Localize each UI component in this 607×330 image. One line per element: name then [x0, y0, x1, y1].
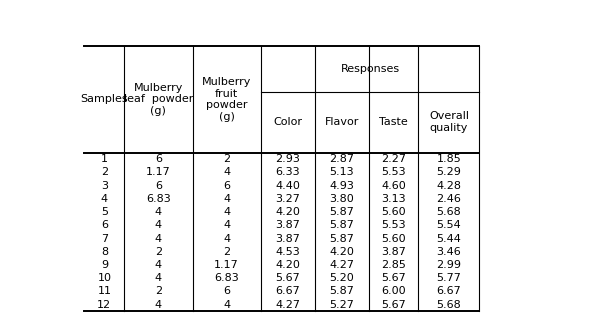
Text: 3.87: 3.87: [381, 247, 406, 257]
Text: 5.68: 5.68: [436, 300, 461, 310]
Text: 5.68: 5.68: [436, 207, 461, 217]
Text: 4: 4: [155, 207, 162, 217]
Text: 11: 11: [97, 286, 111, 296]
Text: 5.53: 5.53: [381, 168, 406, 178]
Text: 6: 6: [101, 220, 108, 230]
Text: Responses: Responses: [341, 64, 399, 74]
Text: 6: 6: [155, 181, 162, 191]
Text: 5.60: 5.60: [381, 234, 406, 244]
Text: 4.20: 4.20: [276, 207, 300, 217]
Text: 6.33: 6.33: [276, 168, 300, 178]
Text: 3.80: 3.80: [330, 194, 354, 204]
Text: 5.20: 5.20: [330, 273, 354, 283]
Text: 4: 4: [223, 194, 230, 204]
Text: Mulberry
fruit
powder
(g): Mulberry fruit powder (g): [202, 77, 251, 122]
Text: 4.93: 4.93: [330, 181, 354, 191]
Text: 4: 4: [155, 273, 162, 283]
Text: 5.27: 5.27: [330, 300, 354, 310]
Text: 2.93: 2.93: [276, 154, 300, 164]
Text: Mulberry
leaf  powder
(g): Mulberry leaf powder (g): [124, 83, 193, 116]
Text: 5.67: 5.67: [276, 273, 300, 283]
Text: 5.87: 5.87: [330, 286, 354, 296]
Text: 4.20: 4.20: [276, 260, 300, 270]
Text: 6.67: 6.67: [436, 286, 461, 296]
Text: 8: 8: [101, 247, 108, 257]
Text: 5.13: 5.13: [330, 168, 354, 178]
Text: 4: 4: [155, 234, 162, 244]
Text: 2.85: 2.85: [381, 260, 406, 270]
Text: 1.17: 1.17: [214, 260, 239, 270]
Text: 6: 6: [155, 154, 162, 164]
Text: 4.60: 4.60: [381, 181, 406, 191]
Text: 4.20: 4.20: [330, 247, 354, 257]
Text: 4: 4: [155, 260, 162, 270]
Text: 2.87: 2.87: [330, 154, 354, 164]
Text: 5.67: 5.67: [381, 273, 406, 283]
Text: 4: 4: [101, 194, 108, 204]
Text: 4: 4: [223, 300, 230, 310]
Text: 3.46: 3.46: [436, 247, 461, 257]
Text: 4: 4: [155, 300, 162, 310]
Text: 5.60: 5.60: [381, 207, 406, 217]
Text: 7: 7: [101, 234, 108, 244]
Text: 6: 6: [223, 181, 230, 191]
Text: 2.27: 2.27: [381, 154, 406, 164]
Text: 9: 9: [101, 260, 108, 270]
Text: 4.27: 4.27: [276, 300, 300, 310]
Text: 5: 5: [101, 207, 108, 217]
Text: 3.87: 3.87: [276, 234, 300, 244]
Text: 12: 12: [97, 300, 112, 310]
Text: 4: 4: [155, 220, 162, 230]
Text: 4: 4: [223, 207, 230, 217]
Text: 2: 2: [223, 247, 230, 257]
Text: 4: 4: [223, 234, 230, 244]
Text: 5.87: 5.87: [330, 220, 354, 230]
Text: 5.67: 5.67: [381, 300, 406, 310]
Text: 2: 2: [155, 286, 162, 296]
Text: Overall
quality: Overall quality: [429, 112, 469, 133]
Text: 1.85: 1.85: [436, 154, 461, 164]
Text: 5.87: 5.87: [330, 234, 354, 244]
Text: Samples: Samples: [81, 94, 128, 104]
Text: 5.53: 5.53: [381, 220, 406, 230]
Text: 5.44: 5.44: [436, 234, 461, 244]
Text: 3.27: 3.27: [276, 194, 300, 204]
Text: 2.46: 2.46: [436, 194, 461, 204]
Text: 6: 6: [223, 286, 230, 296]
Text: 5.77: 5.77: [436, 273, 461, 283]
Text: 10: 10: [97, 273, 111, 283]
Text: 2: 2: [155, 247, 162, 257]
Text: 6.83: 6.83: [146, 194, 171, 204]
Text: 4.27: 4.27: [330, 260, 354, 270]
Text: 4.40: 4.40: [276, 181, 300, 191]
Text: 4.28: 4.28: [436, 181, 461, 191]
Text: 4: 4: [223, 220, 230, 230]
Text: 5.54: 5.54: [436, 220, 461, 230]
Text: 2: 2: [101, 168, 108, 178]
Text: Color: Color: [273, 117, 302, 127]
Text: 1.17: 1.17: [146, 168, 171, 178]
Text: 6.67: 6.67: [276, 286, 300, 296]
Text: 5.87: 5.87: [330, 207, 354, 217]
Text: 4: 4: [223, 168, 230, 178]
Text: 6.83: 6.83: [214, 273, 239, 283]
Text: Flavor: Flavor: [325, 117, 359, 127]
Text: 3.13: 3.13: [381, 194, 406, 204]
Text: Taste: Taste: [379, 117, 408, 127]
Text: 3: 3: [101, 181, 108, 191]
Text: 3.87: 3.87: [276, 220, 300, 230]
Text: 2.99: 2.99: [436, 260, 461, 270]
Text: 2: 2: [223, 154, 230, 164]
Text: 4.53: 4.53: [276, 247, 300, 257]
Text: 1: 1: [101, 154, 108, 164]
Text: 5.29: 5.29: [436, 168, 461, 178]
Text: 6.00: 6.00: [381, 286, 406, 296]
